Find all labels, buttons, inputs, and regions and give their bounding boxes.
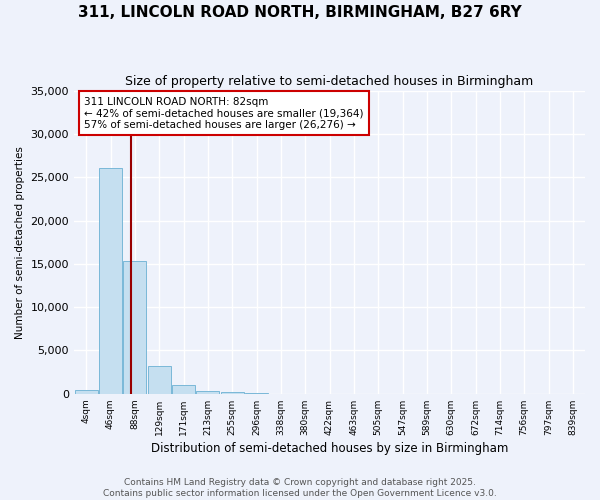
Y-axis label: Number of semi-detached properties: Number of semi-detached properties bbox=[15, 146, 25, 338]
Bar bbox=[196, 390, 220, 394]
Bar bbox=[221, 392, 244, 394]
Text: 311, LINCOLN ROAD NORTH, BIRMINGHAM, B27 6RY: 311, LINCOLN ROAD NORTH, BIRMINGHAM, B27… bbox=[78, 5, 522, 20]
Bar bbox=[148, 366, 171, 394]
Title: Size of property relative to semi-detached houses in Birmingham: Size of property relative to semi-detach… bbox=[125, 75, 533, 88]
Bar bbox=[74, 390, 98, 394]
Bar bbox=[124, 261, 146, 394]
Bar bbox=[245, 393, 268, 394]
X-axis label: Distribution of semi-detached houses by size in Birmingham: Distribution of semi-detached houses by … bbox=[151, 442, 508, 455]
Bar bbox=[172, 385, 195, 394]
Text: Contains HM Land Registry data © Crown copyright and database right 2025.
Contai: Contains HM Land Registry data © Crown c… bbox=[103, 478, 497, 498]
Text: 311 LINCOLN ROAD NORTH: 82sqm
← 42% of semi-detached houses are smaller (19,364): 311 LINCOLN ROAD NORTH: 82sqm ← 42% of s… bbox=[84, 96, 364, 130]
Bar bbox=[99, 168, 122, 394]
